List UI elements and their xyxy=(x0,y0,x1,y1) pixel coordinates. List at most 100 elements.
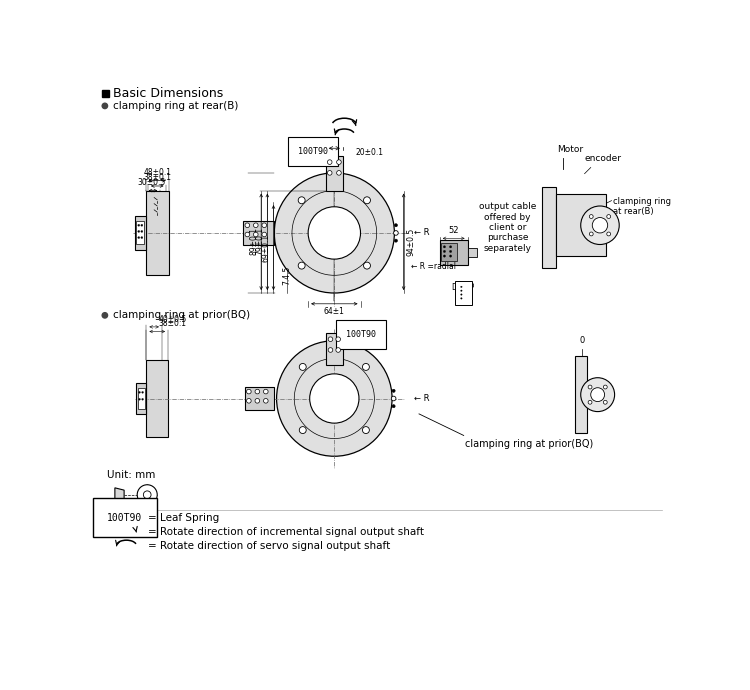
Circle shape xyxy=(247,399,251,403)
Bar xyxy=(574,356,587,433)
Circle shape xyxy=(394,224,398,227)
Circle shape xyxy=(142,398,143,400)
Text: 79±0.1: 79±0.1 xyxy=(255,228,264,255)
Bar xyxy=(135,216,146,250)
Circle shape xyxy=(254,232,258,237)
Bar xyxy=(467,248,477,257)
Circle shape xyxy=(298,262,305,269)
Circle shape xyxy=(141,224,142,226)
Circle shape xyxy=(392,404,395,408)
Circle shape xyxy=(102,104,107,108)
Polygon shape xyxy=(115,488,124,502)
Bar xyxy=(441,243,457,262)
Circle shape xyxy=(262,223,266,228)
Circle shape xyxy=(328,160,332,164)
Bar xyxy=(326,333,343,366)
Bar xyxy=(138,388,145,409)
Text: output cable
offered by
client or
purchase
separately: output cable offered by client or purcha… xyxy=(479,202,536,253)
Text: 69±0.1: 69±0.1 xyxy=(262,233,271,262)
Text: 20±0.1: 20±0.1 xyxy=(356,148,384,157)
Text: clamping ring at prior(BQ): clamping ring at prior(BQ) xyxy=(112,310,250,320)
Text: 94±0.5: 94±0.5 xyxy=(406,227,416,255)
Circle shape xyxy=(591,388,604,402)
Circle shape xyxy=(138,224,140,226)
Circle shape xyxy=(460,286,462,288)
Text: 89±0.1: 89±0.1 xyxy=(249,228,258,255)
Circle shape xyxy=(298,197,305,204)
Bar xyxy=(146,191,169,275)
Text: 38±0.1: 38±0.1 xyxy=(159,319,187,328)
Circle shape xyxy=(607,232,610,236)
Circle shape xyxy=(449,250,452,253)
Bar xyxy=(556,195,606,256)
Circle shape xyxy=(299,426,306,433)
Circle shape xyxy=(449,255,452,257)
Circle shape xyxy=(139,398,140,400)
Circle shape xyxy=(362,364,369,371)
Circle shape xyxy=(588,385,592,389)
Circle shape xyxy=(443,246,446,248)
Text: encoder: encoder xyxy=(584,154,622,163)
Circle shape xyxy=(328,337,333,342)
Circle shape xyxy=(603,385,608,389)
Text: 40±0.5: 40±0.5 xyxy=(159,315,187,324)
Bar xyxy=(245,387,274,410)
Circle shape xyxy=(139,391,140,393)
Text: 100T90: 100T90 xyxy=(107,513,142,523)
Circle shape xyxy=(336,348,340,353)
Bar xyxy=(455,282,472,304)
Circle shape xyxy=(394,230,398,235)
Circle shape xyxy=(364,197,370,204)
Circle shape xyxy=(263,399,268,403)
Text: Motor: Motor xyxy=(557,145,584,154)
Circle shape xyxy=(274,173,394,293)
Circle shape xyxy=(310,374,359,423)
Circle shape xyxy=(392,396,396,401)
Circle shape xyxy=(142,391,143,393)
Text: 38±0.1: 38±0.1 xyxy=(143,173,171,182)
Circle shape xyxy=(443,255,446,257)
Circle shape xyxy=(590,232,593,236)
Text: = Rotate direction of servo signal output shaft: = Rotate direction of servo signal outpu… xyxy=(148,540,390,551)
Text: Unit: mm: Unit: mm xyxy=(107,471,155,480)
Circle shape xyxy=(443,250,446,253)
Circle shape xyxy=(603,400,608,404)
Circle shape xyxy=(328,170,332,175)
Circle shape xyxy=(137,485,158,505)
Text: ← R: ← R xyxy=(414,394,429,403)
Circle shape xyxy=(392,389,395,393)
Circle shape xyxy=(255,399,260,403)
Text: 52: 52 xyxy=(448,226,459,235)
Circle shape xyxy=(580,206,620,244)
Circle shape xyxy=(337,170,341,175)
Circle shape xyxy=(102,313,107,318)
Circle shape xyxy=(337,160,341,164)
Circle shape xyxy=(590,215,593,219)
Text: 0: 0 xyxy=(580,335,585,344)
Text: = Rotate direction of incremental signal output shaft: = Rotate direction of incremental signal… xyxy=(148,526,424,537)
Circle shape xyxy=(141,237,142,239)
Bar xyxy=(244,221,274,245)
Circle shape xyxy=(141,230,142,233)
Text: clamping ring
at rear(B): clamping ring at rear(B) xyxy=(613,197,671,216)
Text: 48±0.1: 48±0.1 xyxy=(143,168,171,177)
Circle shape xyxy=(580,377,614,412)
Circle shape xyxy=(460,290,462,291)
Bar xyxy=(326,156,343,190)
Circle shape xyxy=(277,341,392,456)
Circle shape xyxy=(262,232,266,237)
Circle shape xyxy=(245,232,250,237)
Circle shape xyxy=(336,337,340,342)
Text: 100T90: 100T90 xyxy=(346,330,376,339)
Text: ← R =radlal: ← R =radlal xyxy=(411,262,456,270)
Circle shape xyxy=(138,230,140,233)
Bar xyxy=(136,383,146,414)
Circle shape xyxy=(394,239,398,242)
Circle shape xyxy=(364,262,370,269)
Text: 100T90: 100T90 xyxy=(298,147,328,156)
Text: = Leaf Spring: = Leaf Spring xyxy=(148,513,219,523)
Bar xyxy=(136,221,144,244)
Circle shape xyxy=(449,246,452,248)
Text: clamping ring at rear(B): clamping ring at rear(B) xyxy=(112,101,238,111)
Text: ← R: ← R xyxy=(414,228,429,237)
